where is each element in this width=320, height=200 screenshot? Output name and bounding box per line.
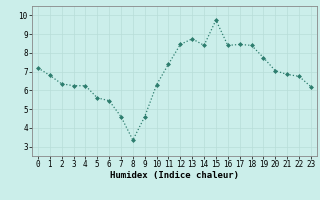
X-axis label: Humidex (Indice chaleur): Humidex (Indice chaleur) xyxy=(110,171,239,180)
